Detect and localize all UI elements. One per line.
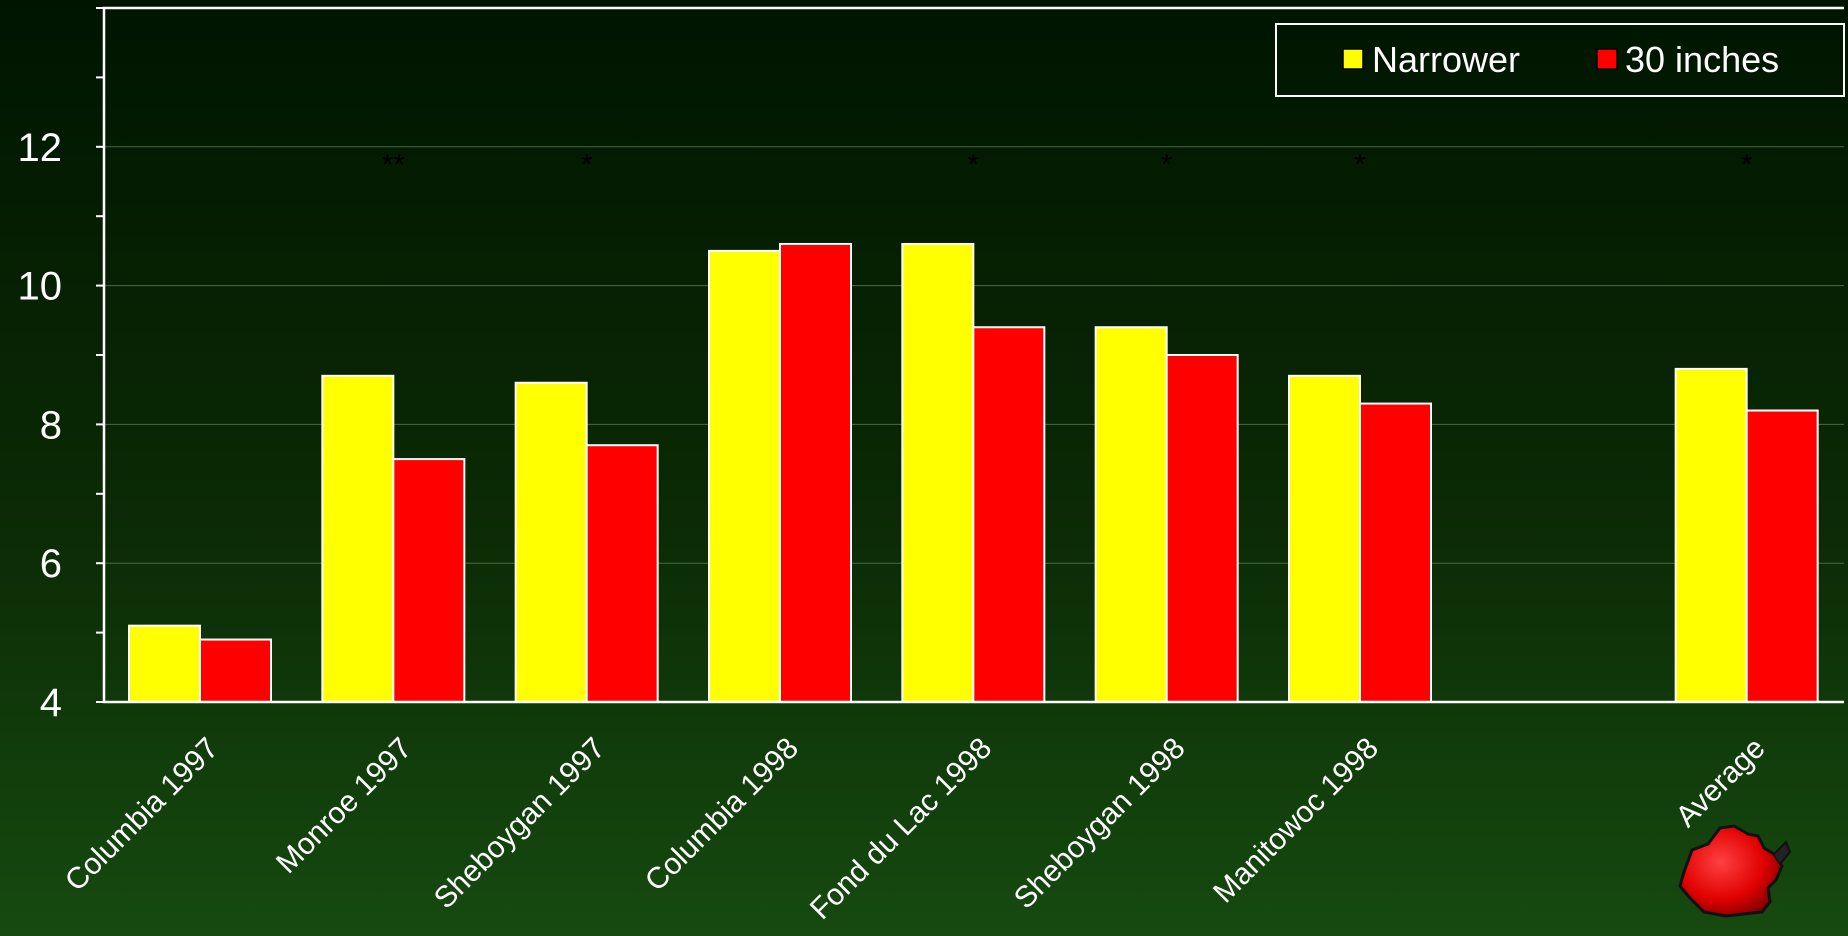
bar-narrower — [708, 249, 781, 703]
y-tick-label: 10 — [18, 265, 63, 309]
bar-narrower — [1674, 367, 1748, 703]
bar-30-inches — [1359, 402, 1432, 703]
bar-30-inches — [199, 638, 272, 703]
bar-narrower — [128, 624, 201, 703]
y-tick-label: 4 — [40, 681, 62, 725]
y-tick-label: 12 — [18, 126, 63, 170]
axes — [96, 6, 1844, 704]
bars — [128, 242, 1819, 704]
y-tick-label: 6 — [40, 542, 62, 586]
wisconsin-state-icon — [1678, 824, 1792, 918]
legend-label-30-inches: 30 inches — [1625, 39, 1779, 80]
bar-30-inches — [779, 242, 852, 704]
bar-narrower — [321, 374, 395, 703]
category-label: Manitowoc 1998 — [1207, 732, 1385, 910]
bar-narrower — [1288, 374, 1361, 703]
legend-label-narrower: Narrower — [1372, 39, 1520, 80]
legend-swatch-narrower — [1342, 48, 1364, 70]
significance-marker: * — [1741, 149, 1753, 182]
legend: Narrower 30 inches — [1275, 23, 1845, 97]
y-tick-labels: 4 6 8 10 12 — [18, 126, 63, 725]
bar-30-inches — [392, 458, 466, 703]
category-label: Columbia 1997 — [59, 732, 225, 898]
category-label: Monroe 1997 — [270, 732, 418, 880]
bar-30-inches — [1165, 354, 1239, 703]
category-label: Sheboygan 1997 — [428, 732, 612, 916]
significance-marker: * — [1161, 149, 1173, 182]
bar-30-inches — [1745, 409, 1819, 703]
bar-30-inches — [585, 444, 659, 703]
category-label: Sheboygan 1998 — [1008, 732, 1192, 916]
significance-markers: ** * * * * * — [382, 149, 1753, 182]
bar-30-inches — [972, 326, 1046, 703]
category-label: Average — [1670, 732, 1772, 834]
category-labels: Columbia 1997 Monroe 1997 Sheboygan 1997 Co… — [59, 732, 1772, 926]
significance-marker: * — [967, 149, 979, 182]
significance-marker: * — [1354, 149, 1366, 182]
bar-narrower — [1094, 326, 1168, 703]
bar-narrower — [901, 242, 975, 704]
legend-swatch-30-inches — [1596, 48, 1618, 70]
bar-narrower — [514, 381, 588, 703]
category-label: Columbia 1998 — [639, 732, 805, 898]
y-tick-label: 8 — [40, 403, 62, 447]
significance-marker: ** — [382, 149, 406, 182]
significance-marker: * — [581, 149, 593, 182]
legend-box — [1275, 23, 1845, 97]
category-label: Fond du Lac 1998 — [804, 732, 998, 926]
